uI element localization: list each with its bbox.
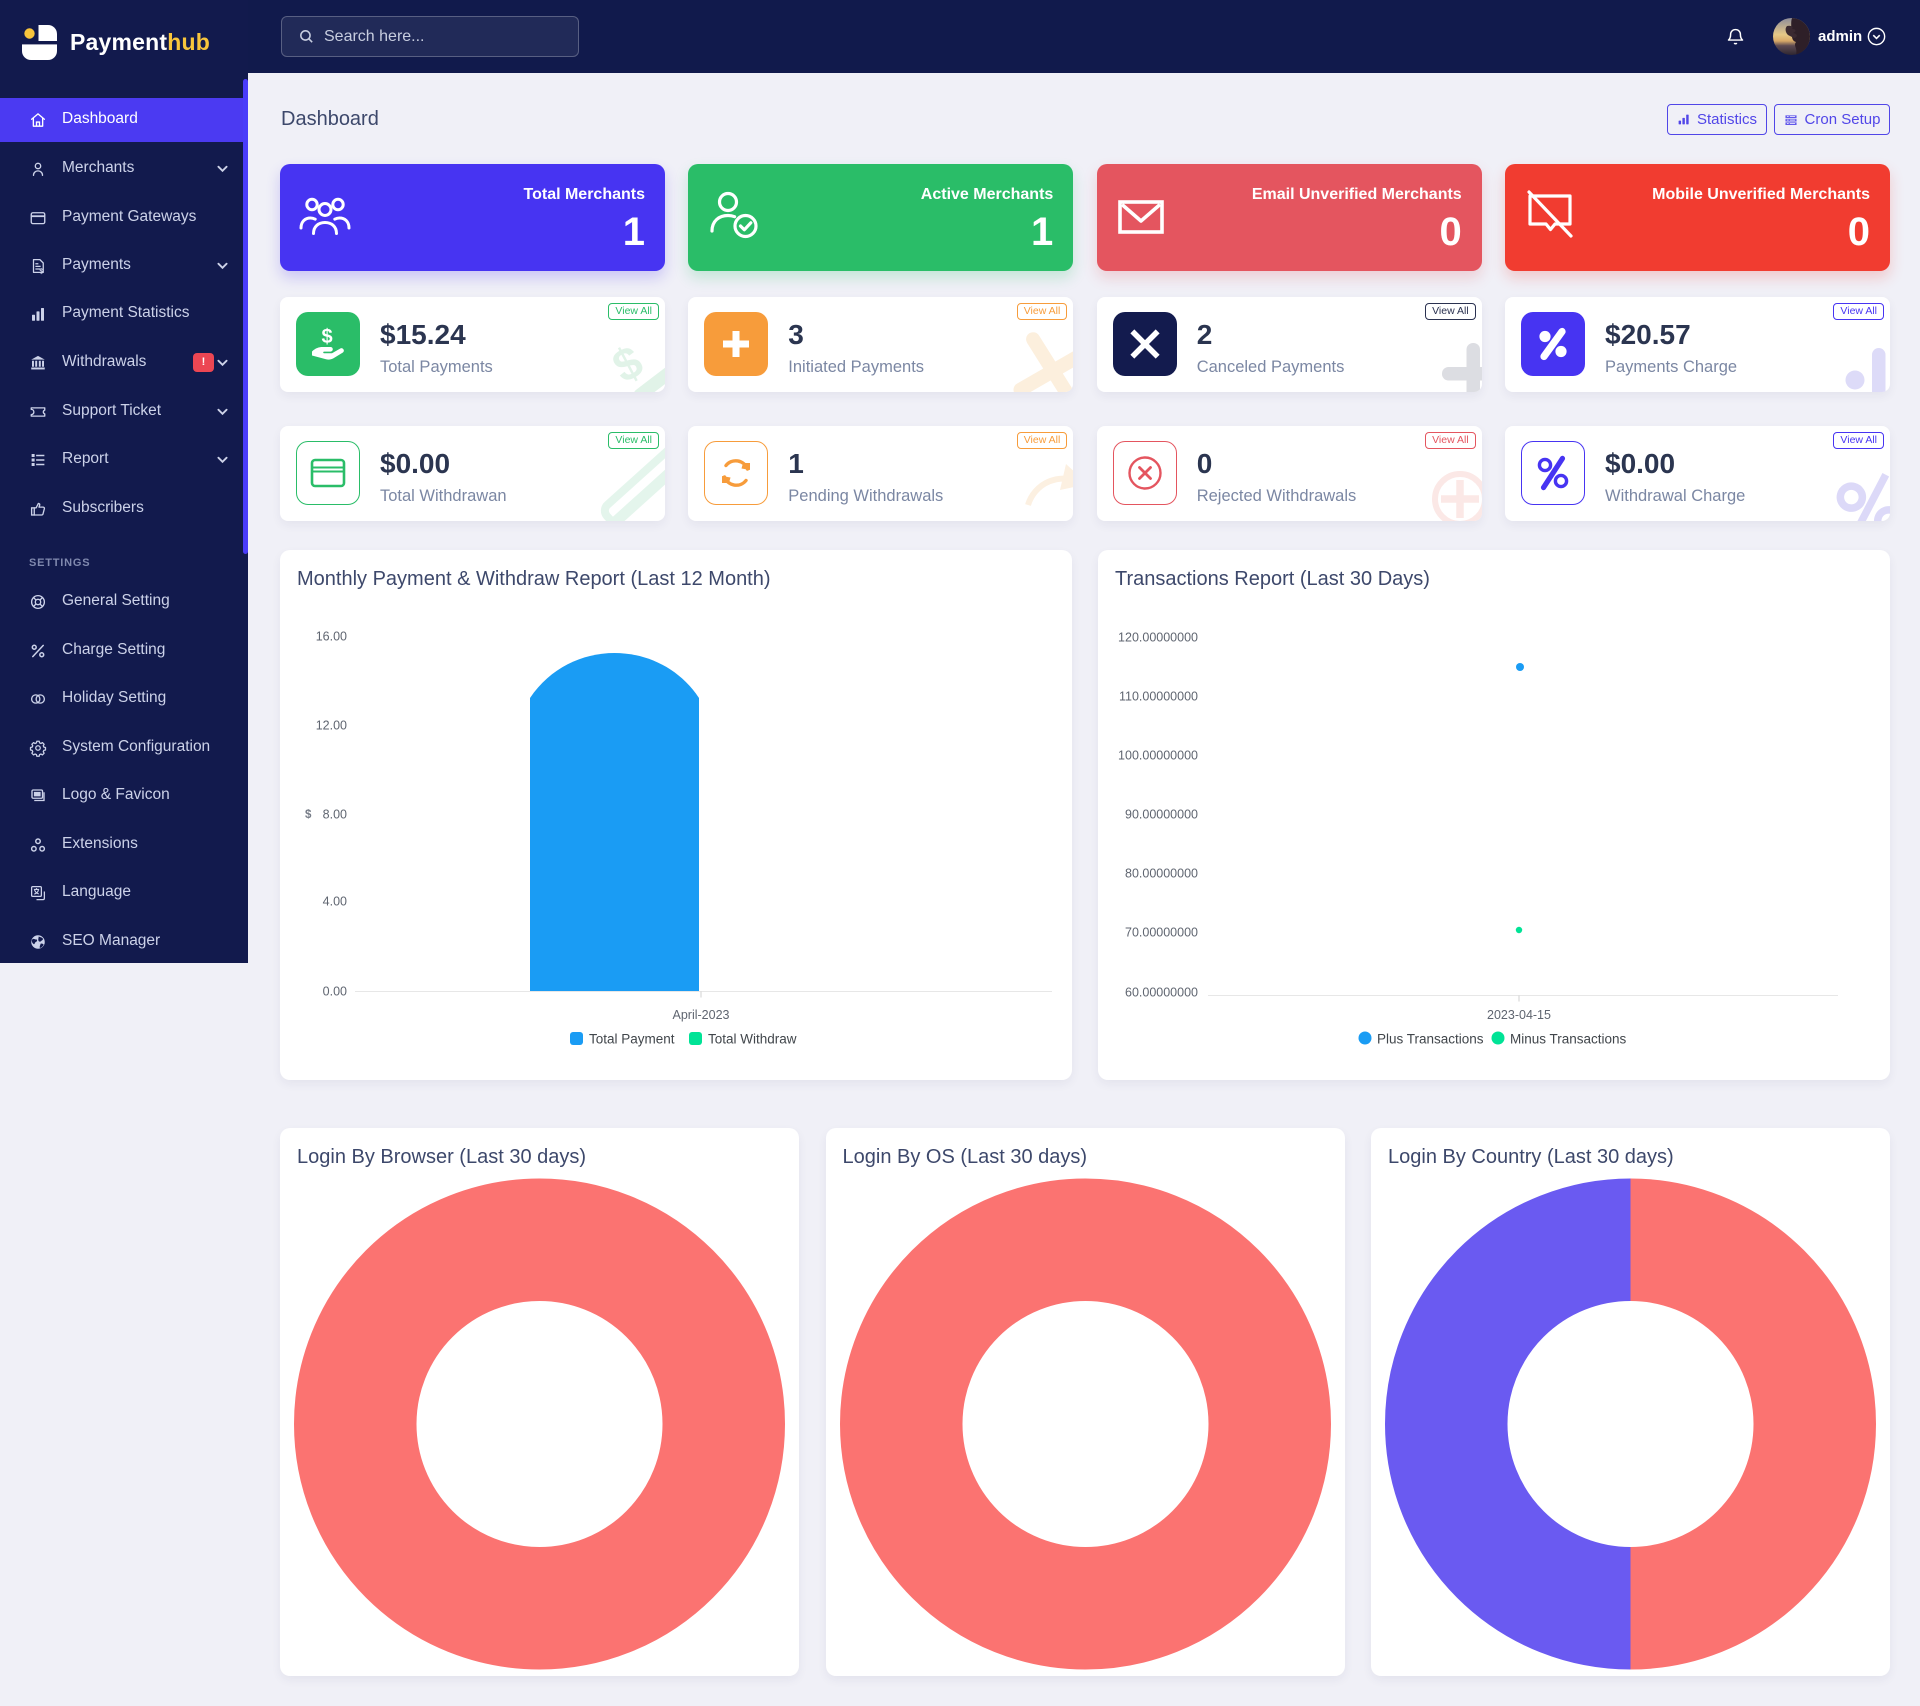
svg-text:Total Payment: Total Payment <box>589 1032 675 1047</box>
svg-text:12.00: 12.00 <box>316 719 347 733</box>
svg-text:$: $ <box>39 268 43 276</box>
svg-text:April-2023: April-2023 <box>673 1008 730 1022</box>
svg-text:4.00: 4.00 <box>323 895 347 909</box>
svg-text:$: $ <box>305 809 312 821</box>
svg-text:80.00000000: 80.00000000 <box>1125 867 1198 881</box>
svg-text:60.00000000: 60.00000000 <box>1125 986 1198 1000</box>
svg-text:Total Withdraw: Total Withdraw <box>708 1032 797 1047</box>
svg-text:Plus Transactions: Plus Transactions <box>1377 1032 1484 1047</box>
svg-text:Minus Transactions: Minus Transactions <box>1510 1032 1627 1047</box>
svg-text:90.00000000: 90.00000000 <box>1125 808 1198 822</box>
svg-text:110.00000000: 110.00000000 <box>1119 690 1198 704</box>
svg-text:$: $ <box>604 335 651 392</box>
svg-text:100.00000000: 100.00000000 <box>1118 749 1198 763</box>
svg-text:70.00000000: 70.00000000 <box>1125 926 1198 940</box>
svg-text:8.00: 8.00 <box>323 808 347 822</box>
svg-text:16.00: 16.00 <box>316 630 347 644</box>
svg-text:2023-04-15: 2023-04-15 <box>1487 1008 1551 1022</box>
svg-text:$: $ <box>322 326 333 348</box>
svg-text:120.00000000: 120.00000000 <box>1118 631 1198 645</box>
svg-text:0.00: 0.00 <box>323 985 347 999</box>
